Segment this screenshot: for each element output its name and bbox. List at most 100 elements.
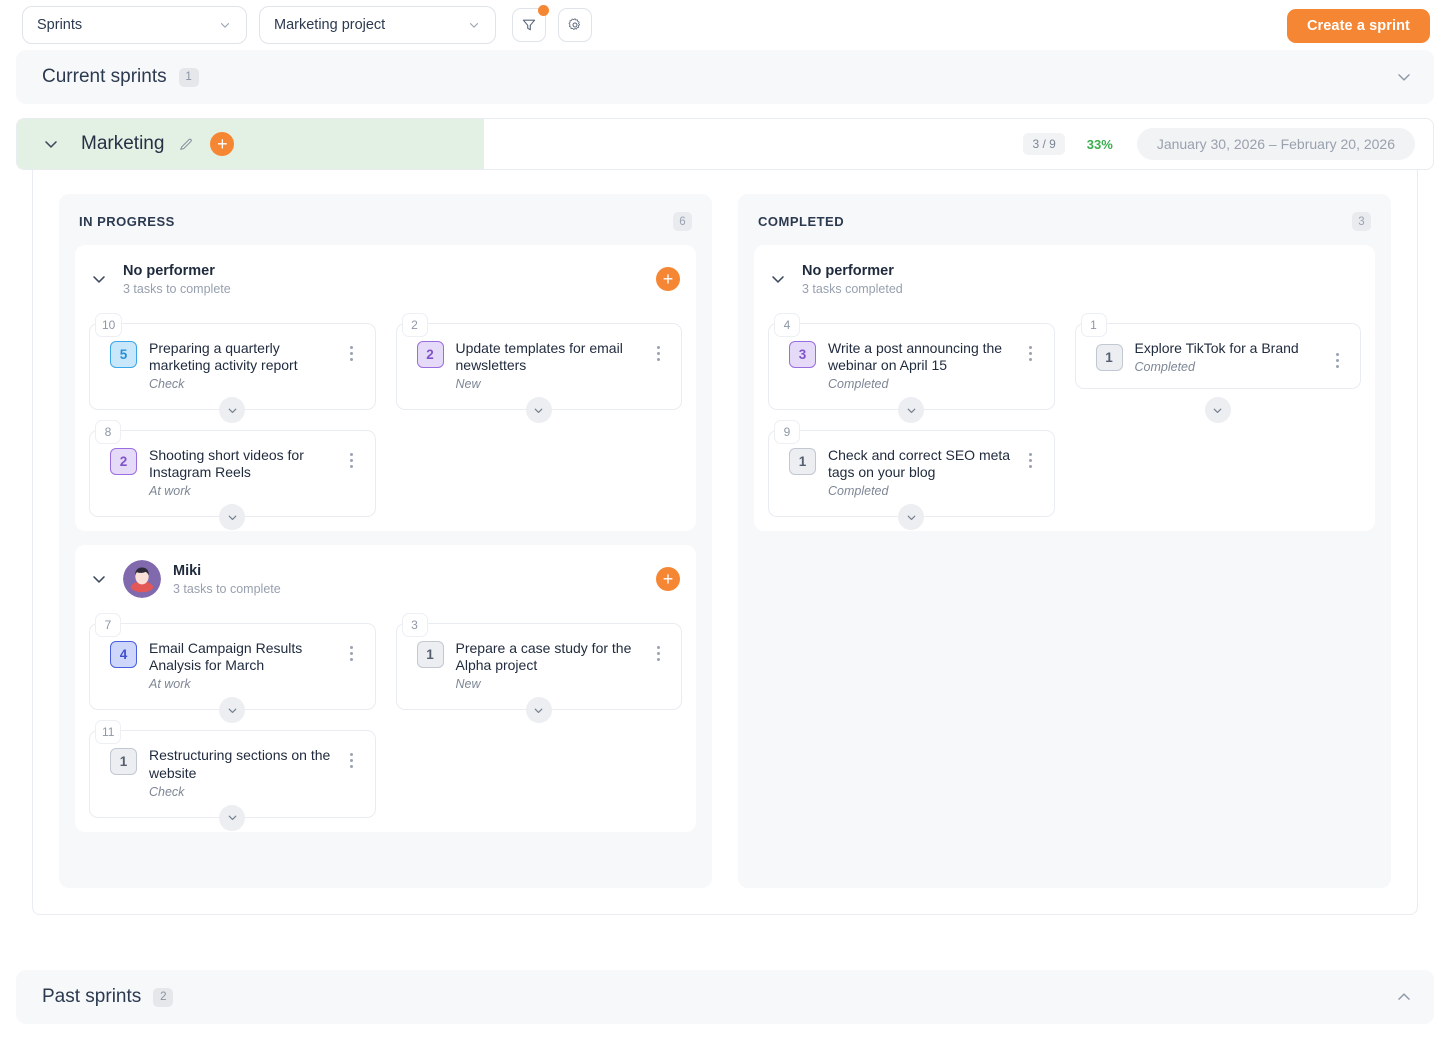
view-select-value: Sprints <box>37 17 83 33</box>
view-select[interactable]: Sprints <box>22 6 247 44</box>
task-menu-kebab-icon[interactable] <box>343 447 361 469</box>
create-sprint-button[interactable]: Create a sprint <box>1286 9 1430 43</box>
sprint-header-row[interactable]: Marketing + 3 / 9 33% January 30, 2026 –… <box>16 118 1434 170</box>
task-title: Email Campaign Results Analysis for Marc… <box>149 640 303 674</box>
task-card-list: 10 5 Preparing a quarterly marketing activ… <box>75 313 696 531</box>
task-title: Explore TikTok for a Brand <box>1134 340 1299 356</box>
task-card-slot: 4 3 Write a post announcing the webinar on… <box>768 313 1055 424</box>
project-select[interactable]: Marketing project <box>259 6 496 44</box>
gear-icon <box>568 18 580 30</box>
task-card[interactable]: 3 Write a post announcing the webinar on … <box>768 323 1055 411</box>
past-sprints-section-header[interactable]: Past sprints 2 <box>16 970 1434 1024</box>
task-title: Shooting short videos for Instagram Reel… <box>149 447 304 481</box>
task-card[interactable]: 1 Check and correct SEO meta tags on your… <box>768 430 1055 518</box>
task-priority-badge: 1 <box>1095 344 1123 372</box>
filter-button[interactable] <box>512 5 549 42</box>
performer-group-header[interactable]: No performer 3 tasks to complete + <box>75 245 696 313</box>
board-column-completed: COMPLETED 3 No performer 3 tasks completed 4… <box>738 194 1391 888</box>
task-card-slot: 1 1 Explore TikTok for a Brand Completed <box>1074 313 1361 424</box>
current-sprints-count: 1 <box>178 67 199 87</box>
column-title: COMPLETED <box>758 214 845 229</box>
task-sequence-number: 11 <box>95 720 122 745</box>
performer-group: No performer 3 tasks to complete +10 5 Prepa… <box>75 245 696 532</box>
task-expand-chevron-down-icon[interactable] <box>219 504 246 531</box>
avatar-illustration <box>123 560 161 599</box>
task-status: Check <box>149 784 185 799</box>
add-task-to-group-button[interactable]: + <box>656 567 680 592</box>
task-card[interactable]: 2 Shooting short videos for Instagram Ree… <box>89 430 376 518</box>
task-expand-chevron-down-icon[interactable] <box>525 697 552 724</box>
add-task-to-sprint-button[interactable]: + <box>210 132 235 156</box>
task-priority-badge: 3 <box>789 341 816 368</box>
sprint-progress-fill <box>17 119 485 169</box>
task-status: Completed <box>1134 360 1195 375</box>
task-expand-chevron-down-icon[interactable] <box>219 397 246 424</box>
task-card-slot: 8 2 Shooting short videos for Instagram Re… <box>89 420 376 531</box>
settings-button[interactable] <box>558 8 592 42</box>
performer-group: Miki 3 tasks to complete +7 4 Email Campaign… <box>75 545 696 832</box>
task-sequence-number: 10 <box>95 313 123 337</box>
performer-name: Miki <box>173 562 202 579</box>
group-collapse-chevron-down-icon[interactable] <box>89 269 109 289</box>
task-expand-chevron-down-icon[interactable] <box>219 697 246 724</box>
task-card-slot: 2 2 Update templates for email newsletters… <box>395 313 682 424</box>
filter-active-badge <box>538 5 549 16</box>
add-task-to-group-button[interactable]: + <box>656 267 680 291</box>
column-title: IN PROGRESS <box>79 214 175 229</box>
task-title: Update templates for email newsletters <box>455 340 623 374</box>
chevron-down-icon[interactable] <box>1394 67 1414 87</box>
group-collapse-chevron-down-icon[interactable] <box>89 569 109 589</box>
filter-icon <box>522 19 536 31</box>
performer-name: No performer <box>802 262 894 279</box>
sprint-board: IN PROGRESS 6 No performer 3 tasks to compl… <box>32 170 1418 915</box>
task-card[interactable]: 1 Restructuring sections on the website Ch… <box>89 730 376 818</box>
top-toolbar: Sprints Marketing project Create a sprin… <box>0 0 1450 50</box>
performer-group-header[interactable]: No performer 3 tasks completed <box>754 245 1375 313</box>
task-menu-kebab-icon[interactable] <box>649 640 667 662</box>
past-sprints-title: Past sprints <box>42 986 142 1007</box>
current-sprints-title: Current sprints <box>42 66 167 87</box>
task-menu-kebab-icon[interactable] <box>1328 347 1346 368</box>
task-priority-badge: 1 <box>789 448 816 476</box>
sprint-collapse-chevron-down-icon[interactable] <box>41 134 61 154</box>
performer-task-summary: 3 tasks to complete <box>123 281 231 296</box>
task-sequence-number: 4 <box>774 313 800 337</box>
task-card[interactable]: 5 Preparing a quarterly marketing activit… <box>89 323 376 411</box>
task-card-list: 4 3 Write a post announcing the webinar on… <box>754 313 1375 531</box>
current-sprints-section-header[interactable]: Current sprints 1 <box>16 50 1434 104</box>
task-status: At work <box>149 677 191 692</box>
task-priority-badge: 5 <box>110 341 137 368</box>
task-card-slot: 9 1 Check and correct SEO meta tags on you… <box>768 420 1055 531</box>
task-priority-badge: 1 <box>110 748 137 776</box>
task-priority-badge: 4 <box>110 641 137 669</box>
task-menu-kebab-icon[interactable] <box>649 340 667 361</box>
column-header: COMPLETED 3 <box>754 208 1375 245</box>
task-title: Preparing a quarterly marketing activity… <box>149 340 298 374</box>
task-status: Check <box>149 377 185 392</box>
task-sequence-number: 1 <box>1080 313 1107 337</box>
sprint-date-range[interactable]: January 30, 2026 – February 20, 2026 <box>1136 128 1415 160</box>
task-expand-chevron-down-icon[interactable] <box>219 804 246 831</box>
past-sprints-count: 2 <box>153 987 174 1007</box>
task-expand-chevron-down-icon[interactable] <box>898 397 925 424</box>
task-card[interactable]: 1 Explore TikTok for a Brand Completed <box>1074 323 1361 390</box>
task-menu-kebab-icon[interactable] <box>343 640 361 662</box>
task-expand-chevron-down-icon[interactable] <box>1204 397 1231 424</box>
task-menu-kebab-icon[interactable] <box>343 340 361 361</box>
performer-task-summary: 3 tasks to complete <box>173 581 281 596</box>
sprint-marketing: Marketing + 3 / 9 33% January 30, 2026 –… <box>16 118 1434 915</box>
task-sequence-number: 9 <box>774 420 800 445</box>
task-menu-kebab-icon[interactable] <box>1022 447 1040 469</box>
task-menu-kebab-icon[interactable] <box>343 747 361 769</box>
task-menu-kebab-icon[interactable] <box>1022 340 1040 361</box>
performer-group-header[interactable]: Miki 3 tasks to complete + <box>75 545 696 613</box>
chevron-up-icon[interactable] <box>1394 987 1414 1007</box>
sprint-name: Marketing <box>81 133 165 154</box>
performer-group: No performer 3 tasks completed 4 3 Write a p… <box>754 245 1375 532</box>
task-expand-chevron-down-icon[interactable] <box>525 397 552 424</box>
task-card[interactable]: 4 Email Campaign Results Analysis for Mar… <box>89 623 376 711</box>
pencil-icon[interactable] <box>178 136 194 152</box>
group-collapse-chevron-down-icon[interactable] <box>768 269 788 289</box>
task-expand-chevron-down-icon[interactable] <box>898 504 925 531</box>
chevron-down-icon <box>467 18 481 32</box>
